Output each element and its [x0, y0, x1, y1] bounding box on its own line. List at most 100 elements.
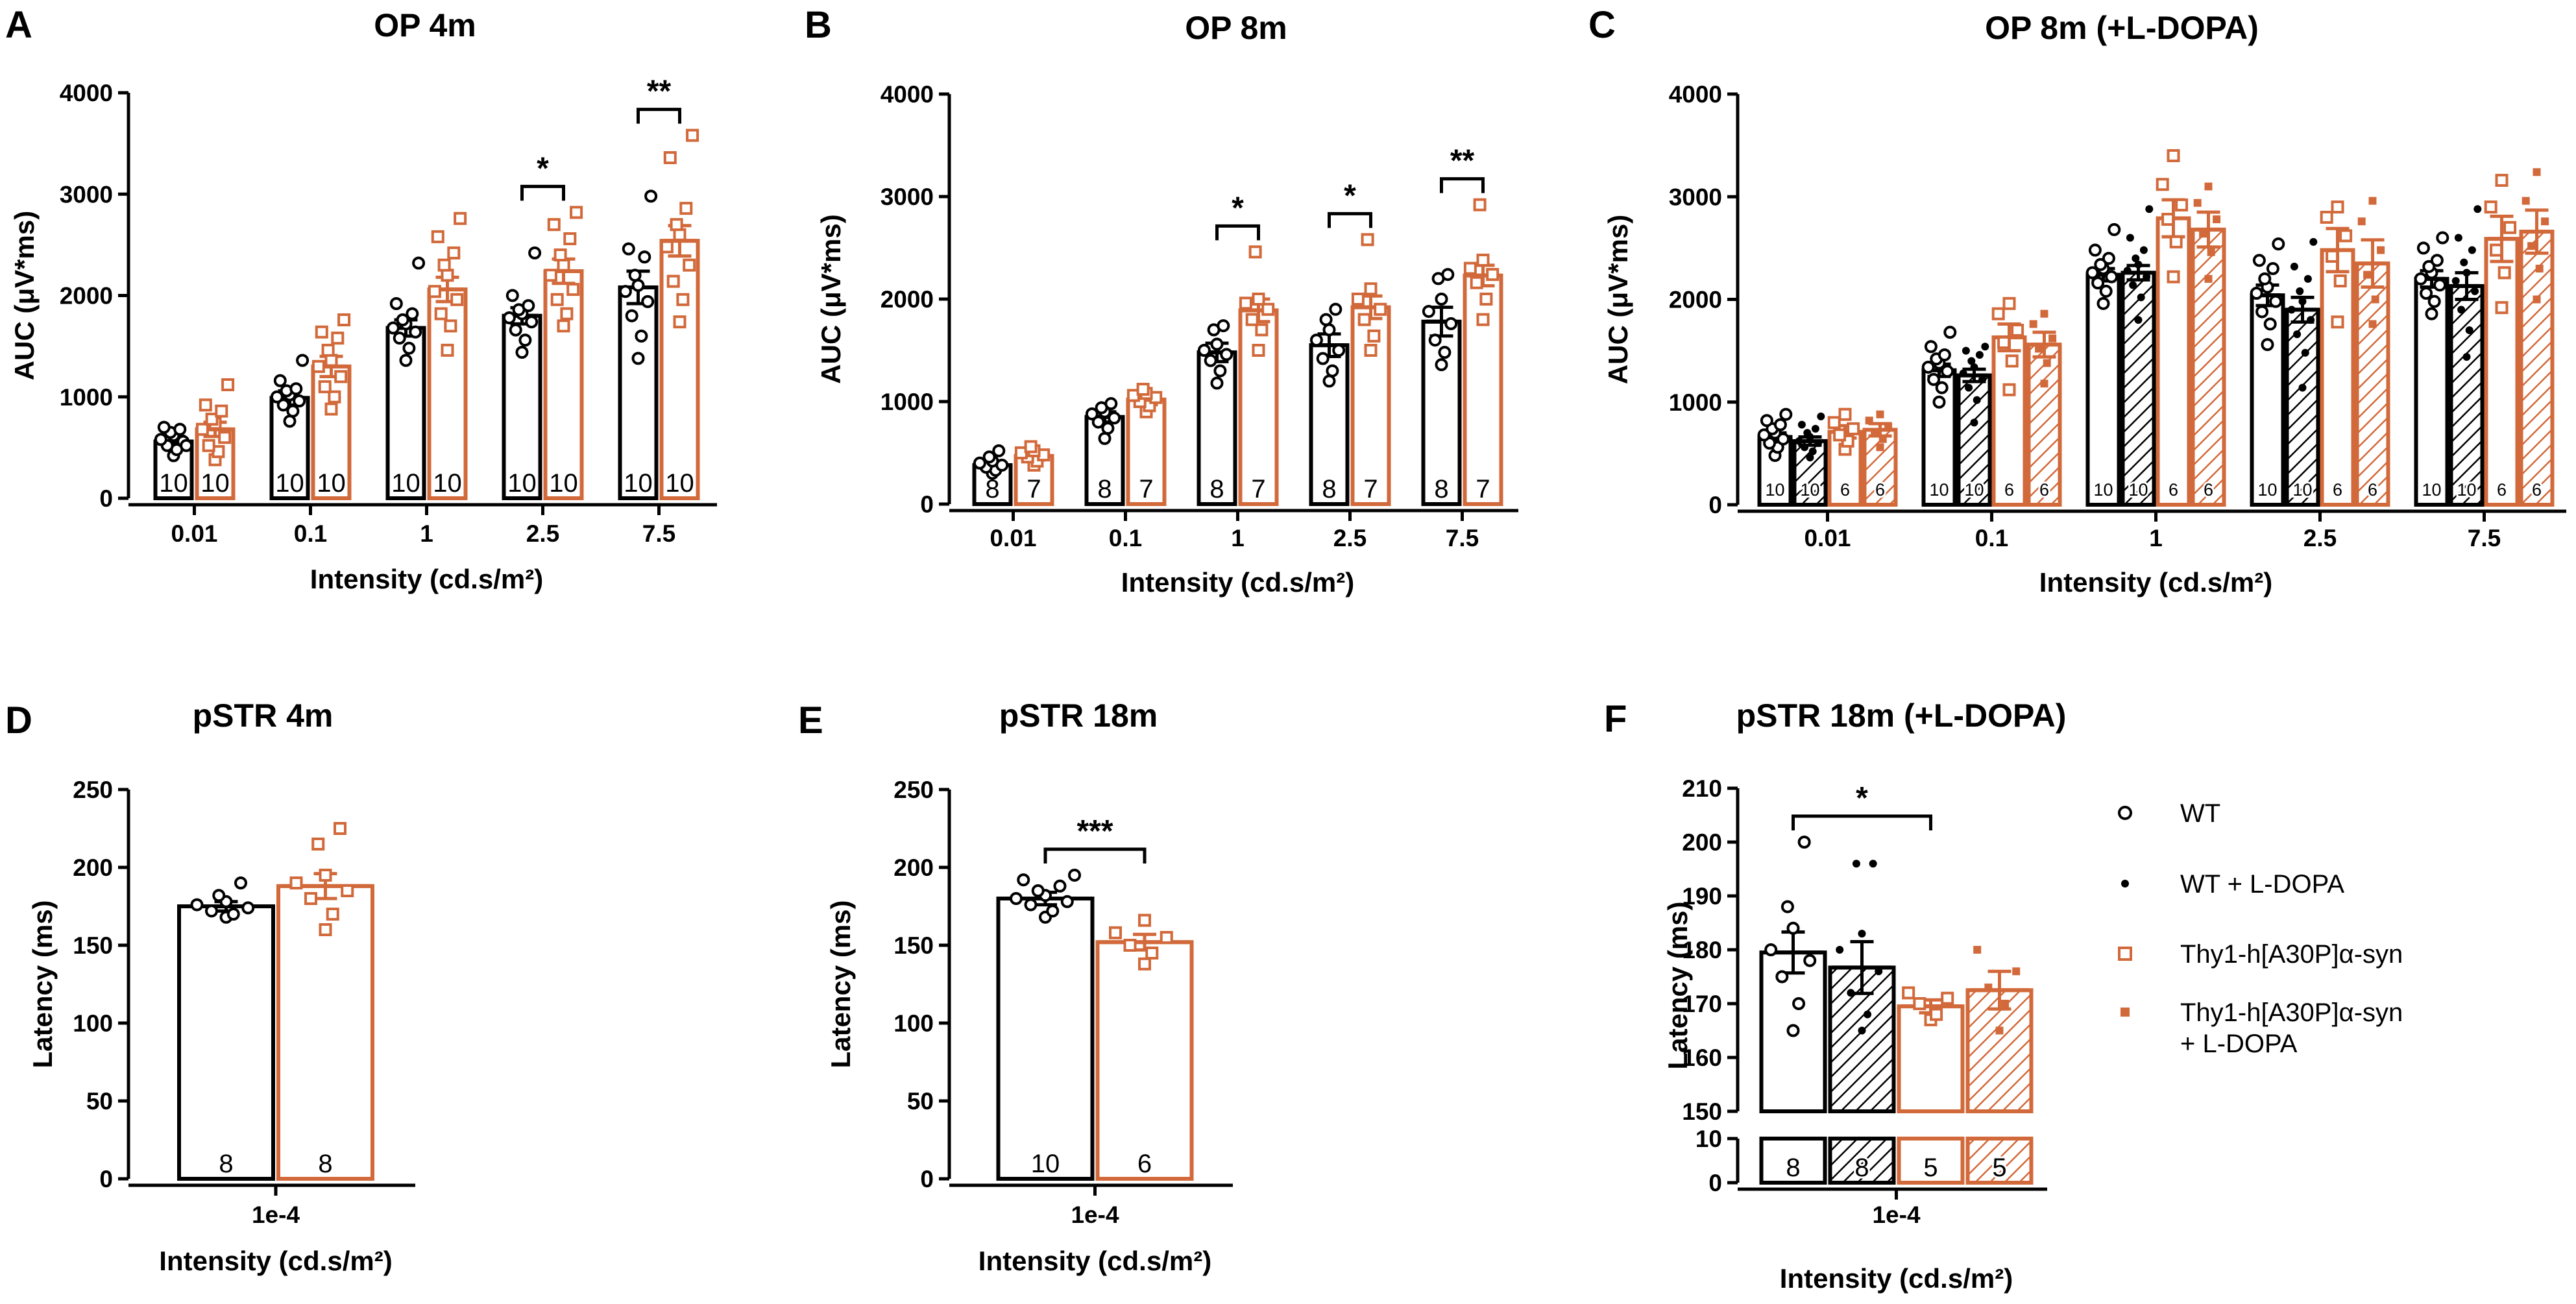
data-point: [1374, 302, 1387, 316]
legend-marker: [2118, 947, 2132, 961]
data-point: [628, 269, 642, 282]
n-label: 10: [433, 469, 462, 498]
data-point: [1136, 383, 1150, 396]
data-point: [1773, 418, 1787, 431]
data-point: [1973, 946, 1982, 954]
data-point: [1010, 892, 1023, 905]
n-label: 10: [159, 469, 188, 498]
bar: [2449, 284, 2485, 507]
data-point: [1981, 343, 1989, 351]
y-tick-label: 10: [1695, 1126, 1722, 1152]
bar: [1197, 350, 1237, 506]
n-label: 10: [2457, 480, 2476, 500]
n-label: 8: [1097, 475, 1112, 503]
bar: [2156, 216, 2191, 507]
data-point: [2134, 316, 2143, 324]
data-point: [1975, 350, 1984, 359]
data-point: [2460, 258, 2468, 267]
data-point: [1438, 346, 1452, 359]
data-point: [2156, 178, 2169, 191]
data-point: [553, 248, 567, 261]
data-point: [544, 269, 557, 282]
data-point: [1322, 323, 1336, 337]
data-point: [1869, 860, 1877, 868]
data-point: [505, 289, 519, 302]
data-point: [502, 311, 516, 324]
data-point: [2029, 320, 2037, 328]
y-tick-label: 0: [1708, 1170, 1722, 1196]
data-point: [1797, 420, 1806, 429]
data-point: [1479, 293, 1493, 306]
y-tick-label: 160: [1682, 1044, 1722, 1071]
y-tick-label: 50: [907, 1088, 934, 1115]
bar: [1463, 273, 1503, 506]
data-point: [2490, 243, 2503, 257]
n-label: 8: [1209, 475, 1224, 503]
data-point: [1213, 364, 1227, 378]
legend-label: Thy1-h[A30P]α-syn: [2180, 998, 2403, 1027]
data-point: [289, 876, 303, 889]
data-point: [660, 240, 674, 254]
data-point: [2145, 205, 2154, 213]
x-axis-label: Intensity (cd.s/m²): [310, 564, 543, 594]
data-point: [2303, 274, 2312, 283]
data-point: [409, 325, 422, 339]
n-label: 10: [665, 469, 694, 498]
data-point: [2451, 277, 2460, 285]
data-point: [2134, 260, 2143, 269]
data-point: [509, 323, 522, 337]
data-point: [2250, 287, 2263, 300]
data-point: [296, 354, 310, 367]
data-point: [1319, 313, 1333, 326]
data-point: [2132, 254, 2140, 263]
data-point: [1847, 422, 1860, 435]
data-point: [1865, 417, 1873, 425]
y-tick-label: 3000: [1669, 184, 1722, 210]
data-point: [215, 404, 228, 418]
data-point: [1871, 429, 1879, 437]
data-point: [450, 293, 464, 306]
panel-label: C: [1588, 4, 1616, 46]
data-point: [286, 404, 300, 418]
data-point: [1858, 930, 1866, 938]
data-point: [1017, 873, 1030, 887]
data-point: [1795, 437, 1803, 445]
data-point: [1444, 317, 1458, 330]
bar: [2250, 293, 2285, 507]
data-point: [212, 889, 226, 902]
data-point: [1422, 304, 1435, 318]
data-point: [2333, 274, 2347, 288]
data-point: [2420, 287, 2433, 300]
data-point: [2307, 316, 2315, 324]
legend-marker: [2118, 806, 2132, 820]
data-point: [1876, 410, 1884, 418]
data-point: [324, 354, 338, 367]
significance-label: *: [537, 151, 549, 186]
legend-item: Thy1-h[A30P]α-syn + L-DOPA: [2120, 998, 2403, 1058]
data-point: [1197, 344, 1211, 357]
data-point: [2193, 199, 2202, 207]
y-tick-label: 150: [1682, 1098, 1722, 1125]
data-point: [1786, 1024, 1800, 1037]
data-point: [1470, 276, 1483, 289]
data-point: [273, 374, 287, 387]
data-point: [1858, 1026, 1866, 1035]
data-point: [2143, 272, 2151, 281]
data-point: [441, 343, 454, 357]
data-point: [195, 422, 209, 436]
data-point: [321, 343, 335, 357]
y-tick-label: 200: [1682, 829, 1722, 856]
y-axis-label: AUC (μV*ms): [9, 211, 40, 380]
y-tick-label: 200: [893, 854, 934, 881]
data-point: [386, 321, 400, 335]
chart-title: OP 4m: [374, 7, 476, 43]
data-point: [2468, 246, 2476, 254]
chart-title: pSTR 18m: [999, 697, 1158, 734]
legend-label: + L-DOPA: [2180, 1030, 2298, 1058]
data-point: [1138, 913, 1151, 927]
data-point: [2204, 274, 2213, 283]
chart-title: OP 8m (+L-DOPA): [1985, 10, 2259, 46]
data-point: [2541, 217, 2549, 226]
y-tick-label: 210: [1682, 775, 1722, 802]
n-label: 10: [391, 469, 420, 498]
